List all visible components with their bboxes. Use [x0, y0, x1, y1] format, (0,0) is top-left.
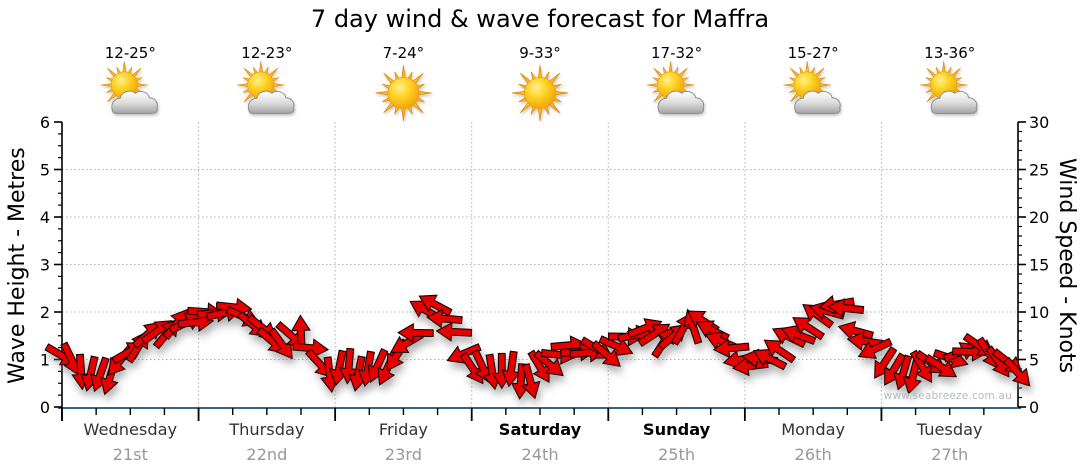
temperature-range: 7-24°: [382, 44, 425, 62]
wind-arrow: [459, 351, 484, 385]
wind-arrow: [792, 317, 825, 341]
wind-arrow: [418, 294, 453, 317]
left-tick-label: 3: [40, 256, 50, 275]
right-tick-label: 30: [1029, 113, 1049, 132]
day-date: 22nd: [246, 445, 288, 464]
tick-labels: 0 1 2 3 4 5 6 0 5 10 15 20 25 30: [40, 113, 1050, 417]
wind-arrow: [924, 353, 958, 378]
wind-arrow: [837, 320, 874, 341]
right-tick-label: 0: [1029, 398, 1039, 417]
wind-arrow: [909, 349, 932, 384]
wind-arrow: [1002, 356, 1031, 387]
left-tick-label: 0: [40, 398, 50, 417]
day-name: Sunday: [642, 420, 711, 439]
wind-arrow: [902, 358, 923, 395]
wind-arrow: [712, 338, 750, 359]
wind-arrow: [292, 338, 330, 359]
wind-arrow: [874, 346, 898, 379]
day-name: Thursday: [229, 420, 305, 439]
day-name: Monday: [781, 420, 846, 439]
right-tick-label: 15: [1029, 256, 1049, 275]
cloud-shape: [794, 90, 841, 114]
day-name: Tuesday: [916, 420, 983, 439]
left-tick-label: 4: [40, 208, 50, 227]
wind-arrow: [510, 363, 531, 400]
temperature-range: 15-27°: [787, 44, 839, 62]
right-tick-label: 25: [1029, 161, 1049, 180]
sun-shape: [375, 64, 432, 122]
day-name: Friday: [378, 420, 428, 439]
day-name: Saturday: [498, 420, 582, 439]
temperature-range: 17-32°: [651, 44, 703, 62]
temperature-range: 13-36°: [924, 44, 976, 62]
day-date: 25th: [657, 445, 696, 464]
weather-icon-sunny: [511, 64, 569, 122]
day-name: Wednesday: [83, 420, 178, 439]
weather-icons: [100, 61, 978, 122]
cloud-shape: [657, 90, 705, 114]
wind-arrow: [763, 339, 797, 364]
sun-disc: [387, 77, 420, 109]
wind-arrow: [435, 321, 473, 342]
temperature-range: 9-33°: [519, 44, 561, 62]
wind-arrow: [827, 298, 865, 318]
weather-icon-partly-cloudy: [919, 61, 978, 114]
wind-arrow: [802, 303, 835, 329]
cloud-shape: [111, 90, 158, 114]
left-tick-label: 1: [40, 351, 50, 370]
wind-arrow: [521, 362, 541, 400]
right-tick-label: 5: [1029, 351, 1039, 370]
left-tick-label: 5: [40, 161, 50, 180]
wind-arrow: [268, 327, 293, 360]
day-date: 21st: [112, 445, 148, 464]
axes: [54, 121, 1026, 421]
wind-arrow: [397, 322, 434, 343]
day-date: 24th: [521, 445, 559, 464]
weather-icon-partly-cloudy: [646, 61, 705, 114]
watermark: www.seabreeze.com.au: [883, 390, 1012, 402]
temperature-range: 12-23°: [241, 44, 293, 62]
wind-arrow: [338, 347, 359, 385]
sun-rays: [375, 64, 432, 122]
left-tick-label: 2: [40, 303, 50, 322]
wind-arrow-band: [44, 294, 1031, 400]
sun-disc: [524, 77, 556, 109]
wind-arrow: [425, 308, 463, 329]
wind-arrow: [598, 335, 634, 357]
chart-title: 7 day wind & wave forecast for Maffra: [310, 5, 770, 33]
wind-arrow: [501, 350, 521, 388]
sun-rays: [511, 64, 569, 122]
weather-icon-sunny: [375, 64, 432, 122]
sun-shape: [511, 64, 569, 122]
day-date: 27th: [931, 445, 969, 464]
cloud-shape: [247, 90, 295, 114]
day-date: 23rd: [384, 445, 423, 464]
temperature-range: 12-25°: [104, 44, 156, 62]
right-tick-label: 20: [1029, 208, 1049, 227]
right-tick-label: 10: [1029, 303, 1049, 322]
left-tick-label: 6: [40, 113, 50, 132]
cloud-shape: [930, 90, 978, 114]
day-date: 26th: [794, 445, 832, 464]
wind-arrow: [590, 339, 621, 367]
wind-arrow: [752, 348, 788, 371]
weather-icon-partly-cloudy: [100, 61, 158, 114]
wind-arrow: [527, 349, 550, 384]
wind-arrow: [857, 337, 893, 359]
weather-icon-partly-cloudy: [783, 61, 841, 114]
wind-arrow: [780, 324, 817, 345]
weather-icon-partly-cloudy: [237, 61, 295, 114]
